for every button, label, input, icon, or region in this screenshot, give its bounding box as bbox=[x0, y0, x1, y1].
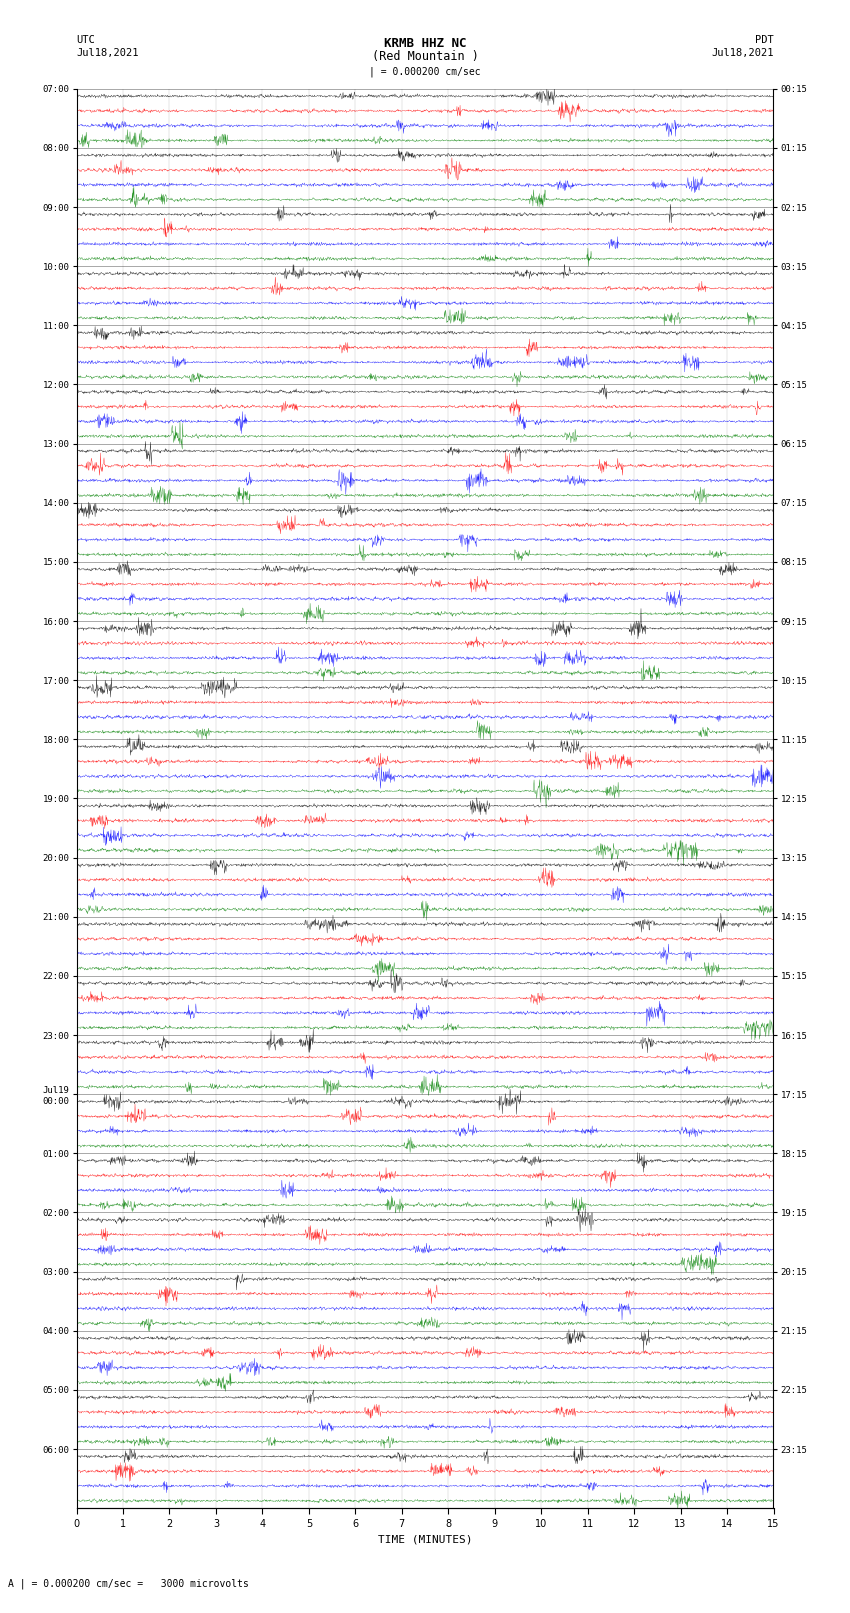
X-axis label: TIME (MINUTES): TIME (MINUTES) bbox=[377, 1534, 473, 1544]
Text: UTC: UTC bbox=[76, 35, 95, 45]
Text: PDT: PDT bbox=[755, 35, 774, 45]
Text: A | = 0.000200 cm/sec =   3000 microvolts: A | = 0.000200 cm/sec = 3000 microvolts bbox=[8, 1578, 249, 1589]
Text: (Red Mountain ): (Red Mountain ) bbox=[371, 50, 479, 63]
Text: Jul18,2021: Jul18,2021 bbox=[76, 48, 139, 58]
Text: Jul18,2021: Jul18,2021 bbox=[711, 48, 774, 58]
Text: | = 0.000200 cm/sec: | = 0.000200 cm/sec bbox=[369, 66, 481, 77]
Text: KRMB HHZ NC: KRMB HHZ NC bbox=[383, 37, 467, 50]
